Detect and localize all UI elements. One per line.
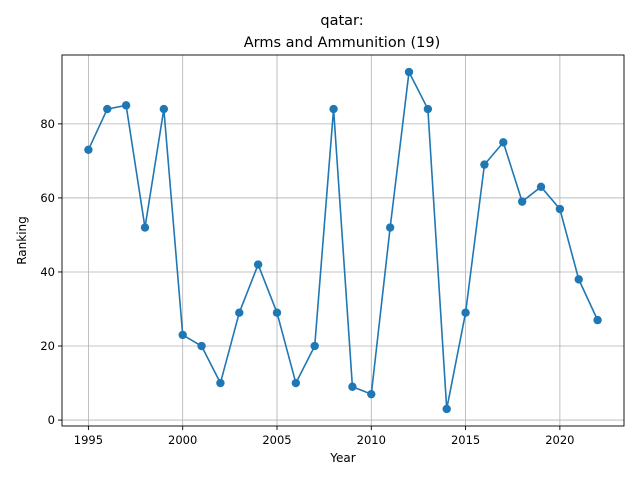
- axes: 1995 2000 2005 2010 2015 2020 0 20 40 60 80: [40, 117, 574, 447]
- y-tick-label: 80: [40, 117, 55, 131]
- chart-title-line2: Arms and Ammunition (19): [244, 35, 441, 51]
- data-point-1996: [103, 104, 112, 114]
- plot-frame: [61, 54, 625, 427]
- data-point-1995: [84, 145, 93, 154]
- data-point-2002: [216, 378, 225, 388]
- x-tick-label: 1995: [74, 433, 103, 447]
- data-point-1998: [140, 223, 150, 232]
- data-point-2009: [348, 382, 357, 391]
- series-polyline: [87, 71, 599, 410]
- data-point-2007: [310, 341, 319, 351]
- data-point-1999: [159, 104, 169, 114]
- data-point-2005: [272, 308, 282, 317]
- data-point-2006: [291, 378, 301, 388]
- y-tick-label: 60: [40, 191, 55, 205]
- data-point-2001: [197, 341, 206, 351]
- data-point-2012: [404, 67, 414, 77]
- data-point-2013: [423, 104, 433, 114]
- x-tick-label: 2000: [168, 433, 197, 447]
- data-point-1997: [121, 101, 131, 110]
- data-point-2018: [517, 197, 527, 206]
- data-point-2019: [536, 182, 546, 192]
- y-tick-label: 40: [40, 265, 55, 279]
- x-tick-label: 2015: [451, 433, 480, 447]
- data-point-2003: [235, 308, 244, 317]
- data-point-2004: [253, 260, 263, 269]
- chart-title-line1: qatar:: [320, 13, 363, 29]
- data-points: [84, 67, 602, 414]
- y-tick-label: 20: [40, 339, 55, 353]
- data-point-2014: [442, 404, 451, 414]
- data-point-2011: [385, 223, 395, 232]
- data-point-2000: [178, 330, 187, 340]
- x-tick-label: 2010: [357, 433, 386, 447]
- series-line: [87, 71, 599, 410]
- x-tick-label: 2005: [262, 433, 291, 447]
- data-point-2017: [499, 138, 508, 147]
- data-point-2015: [461, 308, 470, 317]
- data-point-2021: [574, 275, 583, 284]
- x-tick-label: 2020: [545, 433, 574, 447]
- data-point-2020: [555, 204, 565, 214]
- x-axis-label: Year: [329, 451, 355, 465]
- data-point-2010: [367, 389, 376, 399]
- data-point-2022: [593, 315, 602, 325]
- data-point-2008: [329, 104, 338, 114]
- y-axis-label: Ranking: [15, 216, 29, 265]
- grid: [62, 55, 624, 426]
- data-point-2016: [480, 160, 489, 169]
- y-tick-label: 0: [48, 413, 55, 427]
